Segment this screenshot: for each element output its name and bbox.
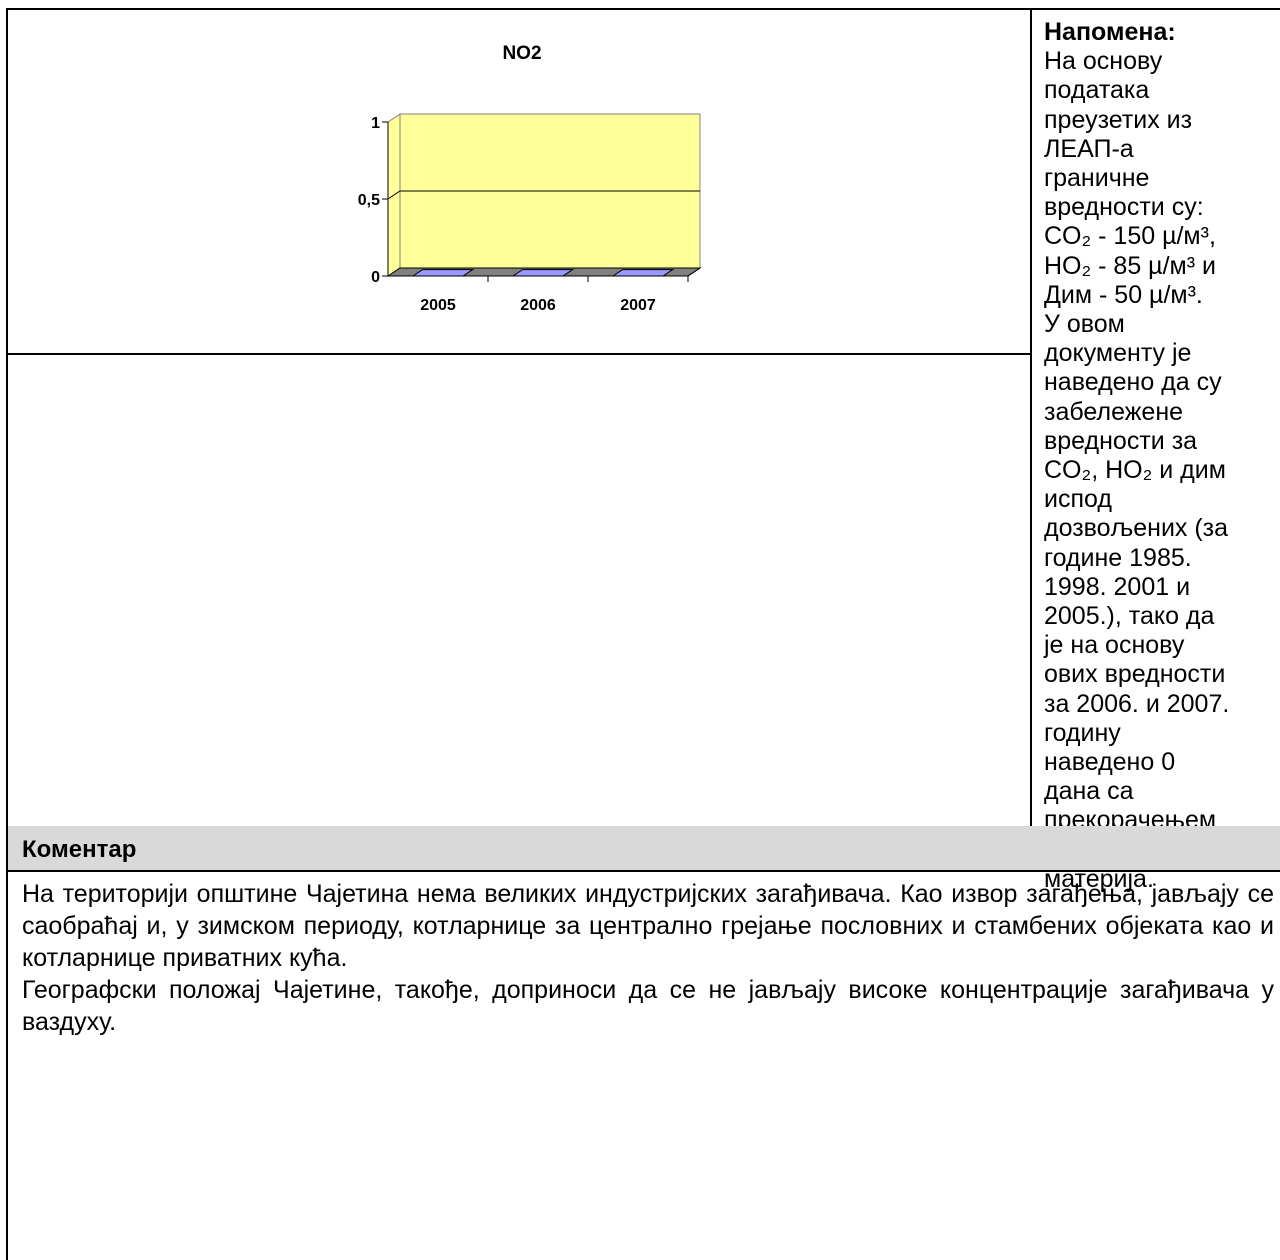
note-line: документу је bbox=[1044, 339, 1192, 368]
note-line: наведено да су bbox=[1044, 368, 1222, 397]
note-line: ових вредности bbox=[1044, 660, 1226, 689]
note-line: наведено 0 bbox=[1044, 748, 1176, 777]
note-line: дана са bbox=[1044, 777, 1134, 806]
note-cell: Напомена: На основу података преузетих из Л… bbox=[1030, 8, 1280, 893]
note-line: На основу bbox=[1044, 47, 1163, 76]
chart-bar bbox=[511, 269, 575, 277]
chart-x-tick-label: 2006 bbox=[520, 297, 556, 314]
chart-x-tick-label: 2005 bbox=[420, 297, 456, 314]
chart-title: NO2 bbox=[502, 43, 541, 64]
chart-y-tick-label: 1 bbox=[371, 115, 380, 132]
note-line: забележене bbox=[1044, 397, 1184, 426]
note-line: CO₂, HO₂ и дим bbox=[1044, 456, 1226, 485]
note-line: CO₂ - 150 µ/м³, bbox=[1044, 222, 1216, 251]
note-line: је на основу bbox=[1044, 631, 1185, 660]
note-line: дозвољених (за bbox=[1044, 514, 1229, 543]
chart-gridline bbox=[387, 190, 700, 200]
chart-cell-no2: NO2 2005 2006 2007 0 0,5 1 bbox=[6, 8, 1032, 355]
note-text: Напомена: На основу података преузетих из Л… bbox=[1044, 18, 1276, 894]
note-line: ЛЕАП-а bbox=[1044, 134, 1134, 163]
comment-paragraph: На територији општине Чајетина нема вели… bbox=[22, 880, 1274, 972]
comment-paragraph: Географски положај Чајетине, такође, доп… bbox=[22, 976, 1274, 1036]
comment-title: Коментар bbox=[22, 836, 137, 863]
note-line: вредности су: bbox=[1044, 193, 1204, 222]
chart-y-tick-label: 0,5 bbox=[358, 192, 380, 209]
comment-header: Коментар bbox=[6, 826, 1280, 872]
chart-y-tick-label: 0 bbox=[371, 269, 380, 286]
chart-x-axis bbox=[388, 267, 701, 277]
note-line: за 2006. и 2007. bbox=[1044, 689, 1230, 718]
chart-bar bbox=[411, 269, 475, 277]
chart-cell-dim: дим20052006200700,51 bbox=[6, 353, 1032, 828]
note-title: Напомена: bbox=[1044, 18, 1176, 46]
no2-chart: NO2 2005 2006 2007 0 0,5 1 bbox=[358, 43, 702, 314]
comment-text: На територији општине Чајетина нема вели… bbox=[22, 878, 1274, 1038]
note-line: испод bbox=[1044, 485, 1112, 514]
dim-chart: дим20052006200700,51 bbox=[8, 353, 1030, 826]
note-line: године 1985. bbox=[1044, 543, 1192, 572]
note-line: преузетих из bbox=[1044, 105, 1193, 134]
comment-body: На територији општине Чајетина нема вели… bbox=[6, 870, 1280, 1260]
note-line: 1998. 2001 и bbox=[1044, 572, 1191, 601]
note-line: годину bbox=[1044, 718, 1121, 747]
note-line: 2005.), тако да bbox=[1044, 602, 1215, 631]
note-line: граничне bbox=[1044, 164, 1150, 193]
note-line: HO₂ - 85 µ/м³ и bbox=[1044, 251, 1216, 280]
note-line: података bbox=[1044, 76, 1150, 105]
note-line: Дим - 50 µ/м³. bbox=[1044, 280, 1203, 309]
note-line: вредности за bbox=[1044, 426, 1198, 455]
note-line: У овом bbox=[1044, 310, 1125, 339]
note-body: На основу података преузетих из ЛЕАП-а грани… bbox=[1044, 47, 1276, 894]
chart-x-tick-label: 2007 bbox=[620, 297, 656, 314]
chart-bar bbox=[611, 269, 675, 277]
